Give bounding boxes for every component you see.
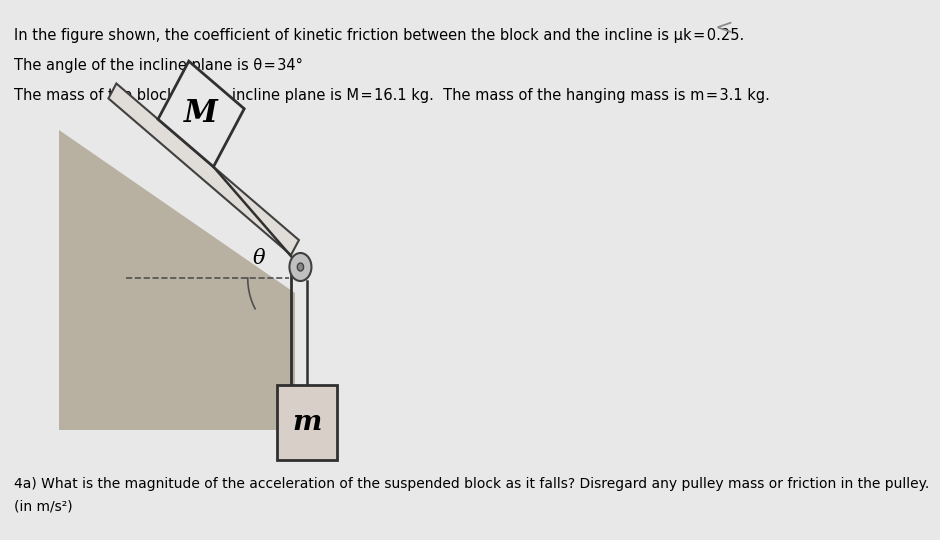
Polygon shape xyxy=(158,61,244,167)
Polygon shape xyxy=(59,130,295,430)
Text: M: M xyxy=(184,98,218,130)
Text: 4a) What is the magnitude of the acceleration of the suspended block as it falls: 4a) What is the magnitude of the acceler… xyxy=(14,477,930,491)
Text: In the figure shown, the coefficient of kinetic friction between the block and t: In the figure shown, the coefficient of … xyxy=(14,28,744,43)
Bar xyxy=(277,385,337,460)
Text: The mass of the block on the incline plane is M = 16.1 kg.  The mass of the hang: The mass of the block on the incline pla… xyxy=(14,88,770,103)
Polygon shape xyxy=(108,84,299,255)
Text: m: m xyxy=(292,409,321,436)
Circle shape xyxy=(297,263,304,271)
Text: (in m/s²): (in m/s²) xyxy=(14,500,72,514)
Circle shape xyxy=(290,253,311,281)
Text: The angle of the incline plane is θ = 34°: The angle of the incline plane is θ = 34… xyxy=(14,58,303,73)
Text: θ: θ xyxy=(252,249,265,268)
Text: <: < xyxy=(714,18,733,38)
